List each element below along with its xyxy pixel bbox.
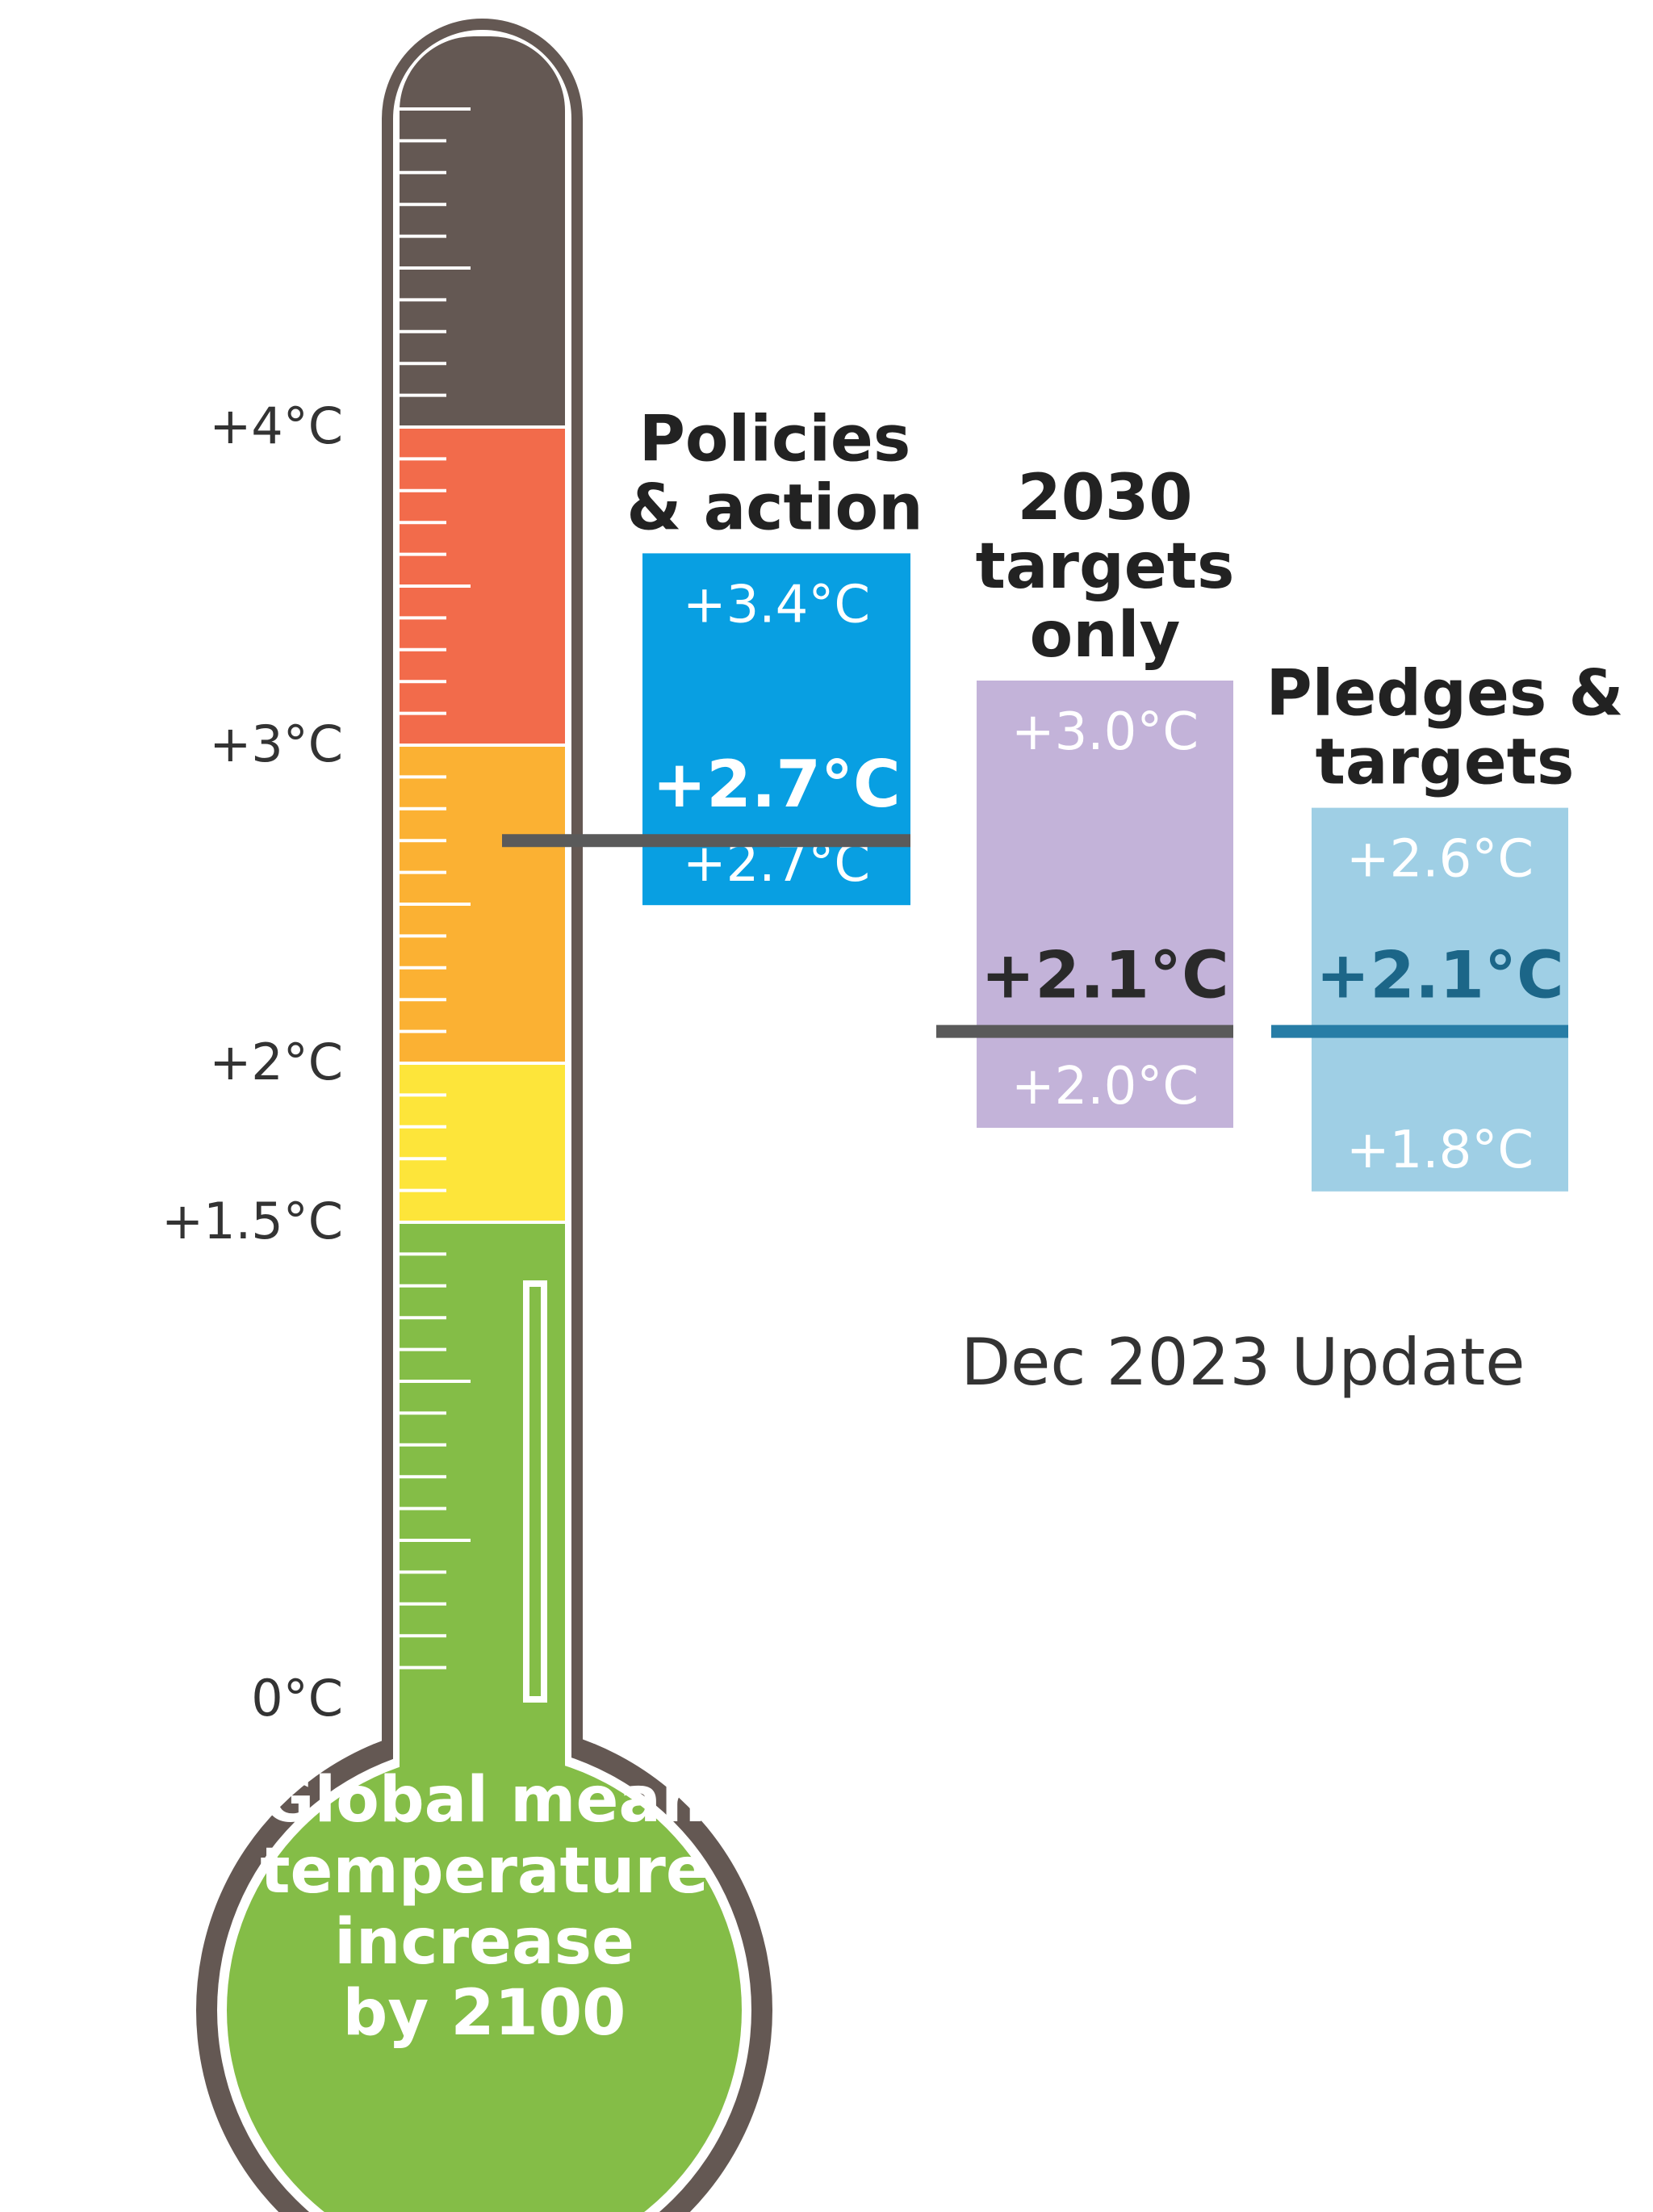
scenario-low-label: +1.8°C bbox=[1346, 1121, 1534, 1180]
bulb-label-line: temperature bbox=[260, 1835, 708, 1908]
tick-marks bbox=[400, 107, 471, 1669]
scenario-title-line: & action bbox=[626, 471, 923, 544]
axis-tick-label: +4°C bbox=[209, 396, 343, 455]
scenario-range-box bbox=[977, 681, 1233, 1128]
scenario-title-line: Policies bbox=[639, 403, 911, 475]
scenario-range-box bbox=[1312, 807, 1568, 1192]
axis-tick-label: +1.5°C bbox=[161, 1192, 343, 1251]
scenario-low-label: +2.0°C bbox=[1011, 1057, 1199, 1116]
bulb-label-line: increase bbox=[334, 1906, 634, 1979]
scenario-1: Policies& action+3.4°C+2.7°C+2.7°C bbox=[502, 403, 923, 906]
axis-tick-label: +2°C bbox=[209, 1033, 343, 1091]
tube-neck bbox=[400, 1699, 565, 2010]
scenario-high-label: +2.6°C bbox=[1346, 830, 1534, 890]
scenario-title-line: 2030 bbox=[1017, 462, 1192, 534]
capillary-highlight bbox=[523, 1280, 547, 1703]
scenario-title-line: Pledges & bbox=[1266, 658, 1624, 731]
scenario-central-label: +2.7°C bbox=[652, 747, 900, 822]
axis-tick-label: +3°C bbox=[209, 714, 343, 773]
y-axis-labels: +4°C +3°C +2°C +1.5°C 0°C bbox=[161, 396, 343, 1728]
scenario-3: Pledges &targets +2.6°C +1.8°C +2.1°C bbox=[1266, 658, 1624, 1192]
scenario-central-label: +2.1°C bbox=[1316, 938, 1563, 1013]
band-1.5-2 bbox=[400, 1063, 565, 1222]
update-note: Dec 2023 Update bbox=[961, 1325, 1525, 1400]
scenario-title-line: only bbox=[1030, 599, 1181, 672]
scenario-title-line: targets bbox=[1316, 727, 1575, 799]
scenario-central-label: +2.1°C bbox=[981, 938, 1228, 1013]
axis-tick-label: 0°C bbox=[251, 1669, 343, 1728]
bulb-label-line: Global mean bbox=[262, 1764, 705, 1837]
band-4-5.2 bbox=[400, 36, 565, 427]
bulb-label-line: by 2100 bbox=[343, 1977, 626, 2050]
scenario-title-line: targets bbox=[976, 530, 1235, 603]
scenario-high-label: +3.4°C bbox=[683, 575, 870, 635]
scenario-high-label: +3.0°C bbox=[1011, 702, 1199, 762]
